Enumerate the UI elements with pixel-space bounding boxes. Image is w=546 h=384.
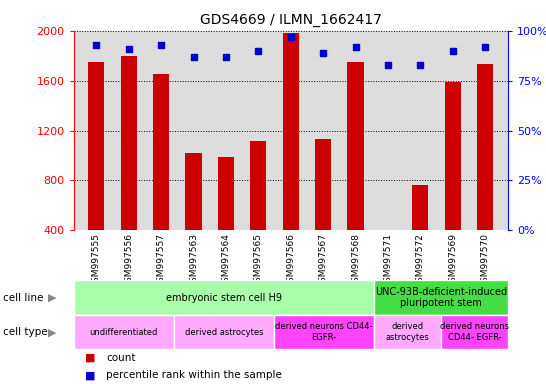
- Bar: [121, 56, 137, 280]
- Bar: [380, 232, 396, 280]
- Text: UNC-93B-deficient-induced
pluripotent stem: UNC-93B-deficient-induced pluripotent st…: [375, 287, 507, 308]
- Point: [383, 61, 392, 68]
- Bar: [218, 157, 234, 280]
- Point: [254, 48, 263, 54]
- Text: undifferentiated: undifferentiated: [90, 328, 158, 337]
- Bar: [444, 82, 461, 280]
- Bar: [347, 62, 364, 280]
- Text: cell line: cell line: [3, 293, 43, 303]
- Bar: [374, 280, 508, 315]
- Bar: [412, 185, 429, 280]
- Bar: [74, 280, 374, 315]
- Text: percentile rank within the sample: percentile rank within the sample: [106, 370, 282, 381]
- Bar: [441, 315, 508, 349]
- Point: [351, 44, 360, 50]
- Point: [286, 34, 295, 40]
- Text: derived
astrocytes: derived astrocytes: [385, 323, 430, 342]
- Bar: [153, 74, 169, 280]
- Title: GDS4669 / ILMN_1662417: GDS4669 / ILMN_1662417: [200, 13, 382, 27]
- Text: embryonic stem cell H9: embryonic stem cell H9: [166, 293, 282, 303]
- Point: [416, 61, 425, 68]
- Point: [222, 54, 230, 60]
- Text: derived astrocytes: derived astrocytes: [185, 328, 263, 337]
- Bar: [315, 139, 331, 280]
- Text: ▶: ▶: [48, 327, 56, 337]
- Text: ■: ■: [85, 370, 95, 381]
- Point: [480, 44, 489, 50]
- Text: ■: ■: [85, 353, 95, 363]
- Point: [189, 54, 198, 60]
- Text: derived neurons CD44-
EGFR-: derived neurons CD44- EGFR-: [275, 323, 373, 342]
- Bar: [477, 65, 493, 280]
- Text: count: count: [106, 353, 136, 363]
- Bar: [283, 33, 299, 280]
- Bar: [174, 315, 274, 349]
- Text: cell type: cell type: [3, 327, 48, 337]
- Point: [157, 41, 165, 48]
- Point: [448, 48, 457, 54]
- Bar: [274, 315, 374, 349]
- Text: ▶: ▶: [48, 293, 56, 303]
- Point: [124, 46, 133, 52]
- Point: [319, 50, 328, 56]
- Point: [92, 41, 101, 48]
- Bar: [374, 315, 441, 349]
- Bar: [186, 153, 201, 280]
- Bar: [88, 62, 104, 280]
- Bar: [250, 141, 266, 280]
- Text: derived neurons
CD44- EGFR-: derived neurons CD44- EGFR-: [440, 323, 509, 342]
- Bar: [74, 315, 174, 349]
